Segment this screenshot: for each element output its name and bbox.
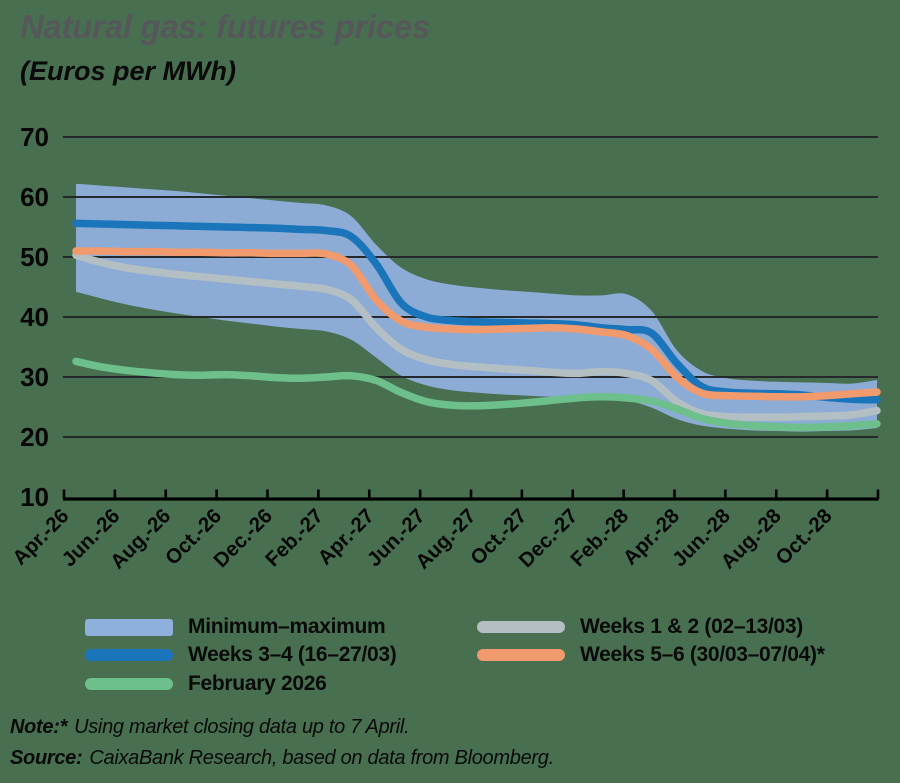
legend-swatch-february-2026 bbox=[85, 678, 173, 690]
series-line-february-2026 bbox=[72, 357, 881, 432]
source-text: Source: CaixaBank Research, based on data… bbox=[10, 747, 554, 770]
legend-label-weeks-5-6: Weeks 5–6 (30/03–07/04)* bbox=[580, 643, 825, 666]
legend-item-weeks-5-6: Weeks 5–6 (30/03–07/04)* bbox=[477, 641, 825, 669]
x-axis-label: Feb.-28 bbox=[566, 504, 633, 571]
y-axis-label: 30 bbox=[20, 362, 49, 392]
note-text: Note:* Using market closing data up to 7 … bbox=[10, 716, 410, 739]
legend-item-weeks-1-2: Weeks 1 & 2 (02–13/03) bbox=[477, 613, 803, 641]
legend-item-minimum-maximum: Minimum–maximum bbox=[85, 613, 386, 641]
legend-item-february-2026: February 2026 bbox=[85, 670, 327, 698]
legend-swatch-minimum-maximum bbox=[85, 618, 173, 636]
source-label: Source: bbox=[10, 747, 83, 769]
note-label: Note: bbox=[10, 716, 60, 738]
legend-swatch-weeks-3-4 bbox=[85, 649, 173, 661]
natural-gas-futures-chart: 70605040302010Apr.-26Jun.-26Aug.-26Oct.-… bbox=[8, 122, 881, 574]
y-axis-label: 70 bbox=[20, 122, 49, 152]
chart-subtitle: (Euros per MWh) bbox=[20, 56, 236, 86]
series-line-weeks-1-2-02-13-03 bbox=[72, 251, 881, 422]
legend-item-weeks-3-4: Weeks 3–4 (16–27/03) bbox=[85, 641, 397, 669]
page-title: Natural gas: futures prices bbox=[20, 8, 431, 45]
y-axis-label: 10 bbox=[20, 482, 49, 512]
y-axis-label: 60 bbox=[20, 182, 49, 212]
series-line-weeks-5-6-30-03-07-04 bbox=[72, 247, 881, 401]
note-asterisk: * bbox=[59, 716, 68, 738]
legend-label-minimum-maximum: Minimum–maximum bbox=[188, 615, 386, 638]
y-axis-label: 20 bbox=[20, 422, 49, 452]
y-axis-label: 40 bbox=[20, 302, 49, 332]
legend-label-weeks-1-2: Weeks 1 & 2 (02–13/03) bbox=[580, 615, 803, 638]
min-max-band bbox=[76, 183, 877, 432]
legend-label-february-2026: February 2026 bbox=[188, 672, 327, 695]
x-axis-label: Oct.-28 bbox=[771, 504, 836, 569]
note-body: Using market closing data up to 7 April. bbox=[74, 716, 410, 738]
legend-label-weeks-3-4: Weeks 3–4 (16–27/03) bbox=[188, 643, 397, 666]
source-body: CaixaBank Research, based on data from B… bbox=[89, 747, 554, 769]
y-axis-label: 50 bbox=[20, 242, 49, 272]
legend-swatch-weeks-1-2 bbox=[477, 621, 565, 633]
legend-swatch-weeks-5-6 bbox=[477, 649, 565, 661]
x-axis-label: Feb.-27 bbox=[261, 504, 328, 571]
